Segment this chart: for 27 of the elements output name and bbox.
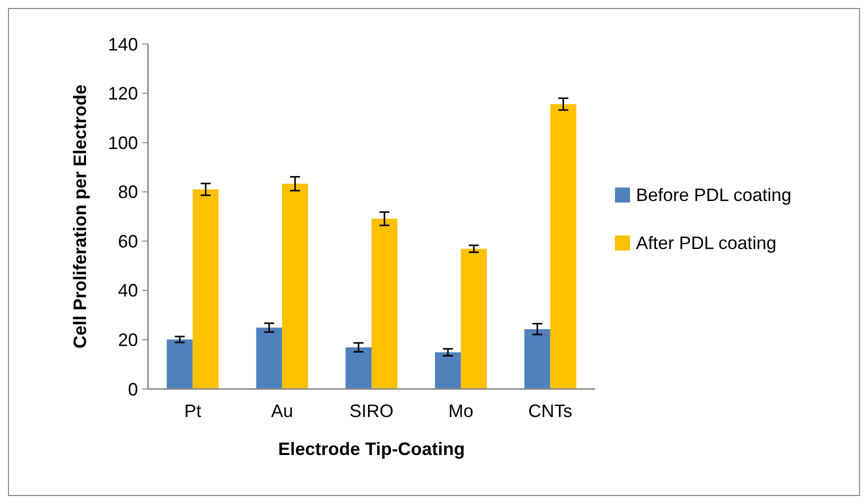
bar xyxy=(166,339,193,389)
y-tick-label: 0 xyxy=(128,379,138,400)
x-tick-label: SIRO xyxy=(349,401,394,421)
bar xyxy=(434,352,461,389)
y-tick-label: 140 xyxy=(108,34,138,54)
legend-label: After PDL coating xyxy=(636,232,776,253)
bar xyxy=(282,184,308,389)
y-tick-label: 120 xyxy=(108,84,138,104)
y-tick-label: 20 xyxy=(118,330,138,350)
bar xyxy=(192,189,219,389)
x-tick-label: CNTs xyxy=(528,401,572,421)
x-tick-label: Au xyxy=(271,401,294,421)
legend-label: Before PDL coating xyxy=(636,184,792,205)
bar xyxy=(550,104,576,389)
y-tick-label: 40 xyxy=(118,280,138,301)
bar xyxy=(524,329,550,389)
bar xyxy=(346,347,372,389)
y-tick-label: 60 xyxy=(118,231,138,252)
y-axis-title: Cell Proliferation per Electrode xyxy=(70,84,90,349)
x-axis-title: Electrode Tip-Coating xyxy=(278,439,465,459)
bar xyxy=(256,328,282,389)
bar xyxy=(460,248,487,389)
bar xyxy=(372,218,398,389)
x-tick-label: Mo xyxy=(448,401,474,421)
y-tick-label: 100 xyxy=(108,132,138,153)
y-tick-label: 80 xyxy=(118,182,138,202)
x-tick-label: Pt xyxy=(184,401,202,421)
